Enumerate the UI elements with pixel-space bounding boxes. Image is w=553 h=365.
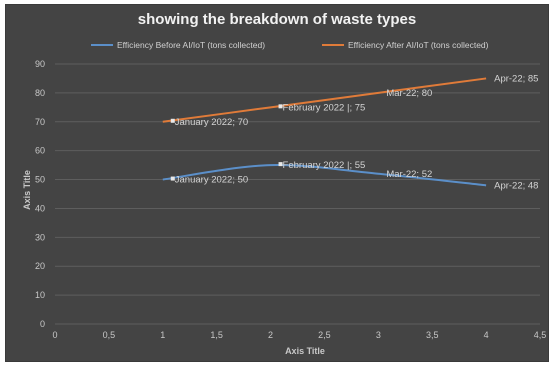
data-labels: January 2022; 50 February 2022 |; 55 Mar-2… <box>170 73 538 191</box>
x-tick-label: 4,5 <box>534 330 547 340</box>
series-lines <box>162 77 487 187</box>
data-label: January 2022; 50 <box>175 175 248 186</box>
x-tick-label: 3 <box>376 330 381 340</box>
y-tick-label: 70 <box>35 117 45 127</box>
y-tick-label: 20 <box>35 261 45 271</box>
chart-title: showing the breakdown of waste types <box>138 11 416 28</box>
legend-entry: Efficiency Before AI/IoT (tons collected… <box>117 40 265 50</box>
data-label: February 2022 |; 75 <box>283 102 366 113</box>
y-tick-label: 10 <box>35 290 45 300</box>
y-axis-ticks: 0 10 20 30 40 50 60 70 80 90 <box>35 59 45 329</box>
data-label-marker <box>278 104 283 109</box>
x-tick-label: 3,5 <box>426 330 439 340</box>
data-label: Apr-22; 85 <box>494 73 538 84</box>
legend: Efficiency Before AI/IoT (tons collected… <box>91 40 489 50</box>
x-tick-label: 1,5 <box>210 330 223 340</box>
x-tick-label: 0 <box>52 330 57 340</box>
x-axis-ticks: 0 0,5 1 1,5 2 2,5 3 3,5 4 4,5 <box>52 330 546 340</box>
data-label-marker <box>170 176 175 181</box>
y-tick-label: 30 <box>35 232 45 242</box>
x-tick-label: 4 <box>484 330 489 340</box>
y-tick-label: 80 <box>35 88 45 98</box>
y-tick-label: 90 <box>35 59 45 69</box>
data-label: Mar-22; 52 <box>386 169 432 180</box>
y-tick-label: 60 <box>35 146 45 156</box>
data-label-marker <box>170 118 175 123</box>
y-tick-label: 0 <box>40 319 45 329</box>
x-tick-label: 0,5 <box>103 330 116 340</box>
gridlines <box>55 63 540 325</box>
data-label: February 2022 |; 55 <box>283 160 366 171</box>
series-line-1 <box>162 164 487 187</box>
data-label-marker <box>278 162 283 167</box>
data-label: Apr-22; 48 <box>494 180 538 191</box>
y-axis-title: Axis Title <box>22 170 32 210</box>
y-tick-label: 40 <box>35 203 45 213</box>
x-axis-title: Axis Title <box>285 346 325 356</box>
x-tick-label: 1 <box>160 330 165 340</box>
line-chart: showing the breakdown of waste types Eff… <box>22 11 546 356</box>
series-line-2 <box>162 77 487 123</box>
x-tick-label: 2 <box>268 330 273 340</box>
data-label: Mar-22; 80 <box>386 88 432 99</box>
x-tick-label: 2,5 <box>318 330 331 340</box>
data-label: January 2022; 70 <box>175 117 248 128</box>
chart-area: showing the breakdown of waste types Eff… <box>5 4 549 362</box>
legend-entry: Efficiency After AI/IoT (tons collected) <box>348 40 489 50</box>
y-tick-label: 50 <box>35 175 45 185</box>
